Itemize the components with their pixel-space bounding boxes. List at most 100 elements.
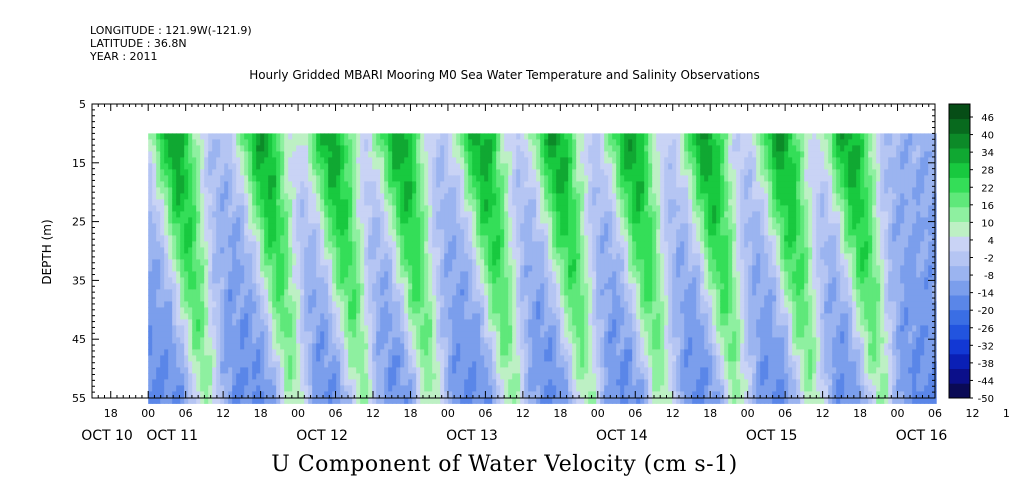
heatmap-cell (164, 289, 169, 296)
heatmap-cell (468, 157, 473, 164)
heatmap-cell (220, 205, 225, 212)
heatmap-cell (548, 271, 553, 278)
heatmap-cell (196, 187, 201, 194)
heatmap-cell (448, 229, 453, 236)
heatmap-cell (544, 289, 549, 296)
heatmap-cell (284, 283, 289, 290)
heatmap-cell (376, 283, 381, 290)
heatmap-cell (256, 139, 261, 146)
heatmap-cell (208, 139, 213, 146)
heatmap-cell (556, 169, 561, 176)
heatmap-cell (200, 157, 205, 164)
heatmap-cell (588, 337, 593, 344)
heatmap-cell (180, 283, 185, 290)
heatmap-cell (504, 367, 509, 374)
heatmap-cell (524, 331, 529, 338)
heatmap-cell (196, 343, 201, 350)
heatmap-cell (180, 133, 185, 140)
heatmap-cell (556, 391, 561, 398)
heatmap-cell (412, 163, 417, 170)
heatmap-cell (476, 133, 481, 140)
heatmap-cell (568, 247, 573, 254)
heatmap-cell (248, 181, 253, 188)
heatmap-cell (556, 151, 561, 158)
heatmap-cell (276, 295, 281, 302)
heatmap-cell (468, 361, 473, 368)
heatmap-cell (516, 205, 521, 212)
heatmap-cell (304, 391, 309, 398)
heatmap-cell (328, 397, 333, 404)
heatmap-cell (172, 331, 177, 338)
heatmap-cell (300, 187, 305, 194)
heatmap-cell (468, 277, 473, 284)
heatmap-cell (348, 361, 353, 368)
heatmap-cell (224, 349, 229, 356)
heatmap-cell (444, 199, 449, 206)
heatmap-cell (288, 169, 293, 176)
heatmap-cell (272, 361, 277, 368)
heatmap-cell (288, 355, 293, 362)
heatmap-cell (224, 163, 229, 170)
heatmap-cell (284, 289, 289, 296)
heatmap-cell (528, 229, 533, 236)
heatmap-cell (456, 283, 461, 290)
heatmap-cell (564, 139, 569, 146)
heatmap-cell (548, 331, 553, 338)
heatmap-cell (304, 247, 309, 254)
heatmap-cell (392, 391, 397, 398)
heatmap-cell (188, 211, 193, 218)
heatmap-cell (436, 133, 441, 140)
heatmap-cell (500, 355, 505, 362)
heatmap-cell (244, 349, 249, 356)
heatmap-cell (580, 157, 585, 164)
heatmap-cell (440, 307, 445, 314)
heatmap-cell (240, 265, 245, 272)
heatmap-cell (576, 283, 581, 290)
heatmap-cell (504, 373, 509, 380)
heatmap-cell (224, 343, 229, 350)
heatmap-cell (356, 385, 361, 392)
heatmap-cell (184, 313, 189, 320)
heatmap-cell (556, 355, 561, 362)
heatmap-cell (308, 151, 313, 158)
heatmap-cell (364, 235, 369, 242)
heatmap-cell (304, 307, 309, 314)
heatmap-cell (368, 199, 373, 206)
heatmap-cell (172, 361, 177, 368)
heatmap-cell (476, 325, 481, 332)
heatmap-cell (408, 283, 413, 290)
heatmap-cell (244, 361, 249, 368)
heatmap-cell (328, 205, 333, 212)
heatmap-cell (528, 385, 533, 392)
heatmap-cell (212, 331, 217, 338)
heatmap-cell (488, 253, 493, 260)
heatmap-cell (392, 367, 397, 374)
heatmap-cell (416, 349, 421, 356)
heatmap-cell (224, 217, 229, 224)
heatmap-cell (492, 331, 497, 338)
heatmap-cell (512, 223, 517, 230)
heatmap-cell (524, 283, 529, 290)
heatmap-cell (340, 205, 345, 212)
heatmap-cell (580, 277, 585, 284)
heatmap-cell (252, 271, 257, 278)
heatmap-cell (208, 235, 213, 242)
heatmap-cell (392, 349, 397, 356)
heatmap-cell (224, 205, 229, 212)
heatmap-cell (276, 301, 281, 308)
heatmap-cell (376, 133, 381, 140)
heatmap-cell (552, 181, 557, 188)
heatmap-cell (400, 349, 405, 356)
heatmap-cell (280, 235, 285, 242)
heatmap-cell (396, 181, 401, 188)
heatmap-cell (172, 139, 177, 146)
heatmap-cell (404, 163, 409, 170)
heatmap-cell (340, 373, 345, 380)
heatmap-cell (440, 277, 445, 284)
heatmap-cell (164, 133, 169, 140)
heatmap-cell (544, 283, 549, 290)
heatmap-cell (456, 307, 461, 314)
heatmap-cell (424, 181, 429, 188)
heatmap-cell (300, 151, 305, 158)
heatmap-cell (372, 337, 377, 344)
